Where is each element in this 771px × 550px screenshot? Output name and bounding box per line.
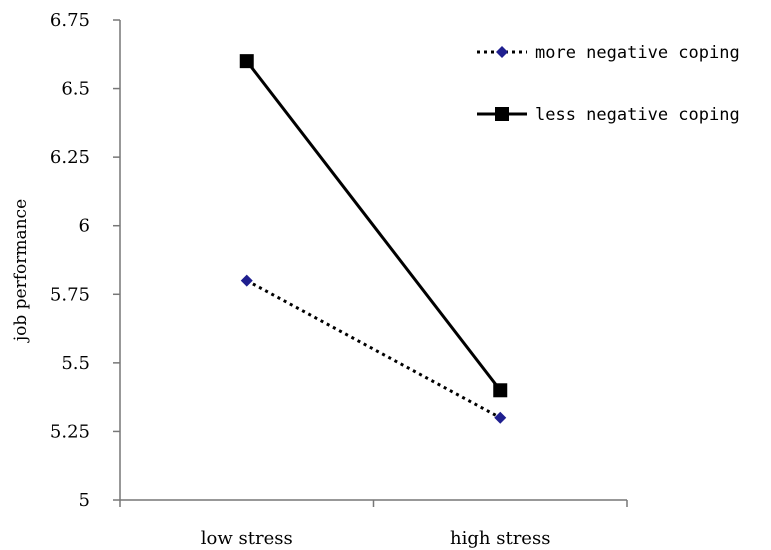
y-tick-label: 6.75	[50, 10, 90, 31]
legend-label: less negative coping	[535, 105, 740, 125]
axes	[119, 20, 627, 501]
data-point	[240, 274, 253, 287]
y-axis-title: job performance	[11, 199, 31, 343]
y-tick-label: 6.25	[50, 147, 90, 168]
legend-marker	[496, 46, 508, 58]
legend: more negative coping less negative coping	[477, 43, 740, 125]
y-ticks: 5 5.25 5.5 5.75 6 6.25 6.5 6.75	[50, 10, 120, 511]
legend-marker	[495, 107, 509, 121]
series-line	[246, 279, 501, 420]
legend-item: more negative coping	[477, 43, 740, 63]
series-layer	[239, 54, 508, 424]
data-point	[493, 383, 508, 398]
x-tick-label: low stress	[201, 528, 293, 549]
data-point	[494, 411, 507, 424]
series-1	[240, 274, 507, 424]
y-tick-label: 6	[79, 216, 90, 237]
series-line	[245, 60, 502, 392]
y-tick-label: 5.25	[50, 421, 90, 442]
y-tick-label: 6.5	[61, 79, 90, 100]
data-point	[239, 54, 254, 69]
y-tick-label: 5.75	[50, 284, 90, 305]
legend-label: more negative coping	[535, 43, 740, 63]
series-2	[239, 54, 508, 398]
x-ticks: low stress high stress	[119, 500, 628, 549]
x-tick-label: high stress	[450, 528, 550, 549]
legend-item: less negative coping	[477, 105, 740, 125]
y-tick-label: 5.5	[61, 353, 90, 374]
y-tick-label: 5	[79, 490, 90, 511]
